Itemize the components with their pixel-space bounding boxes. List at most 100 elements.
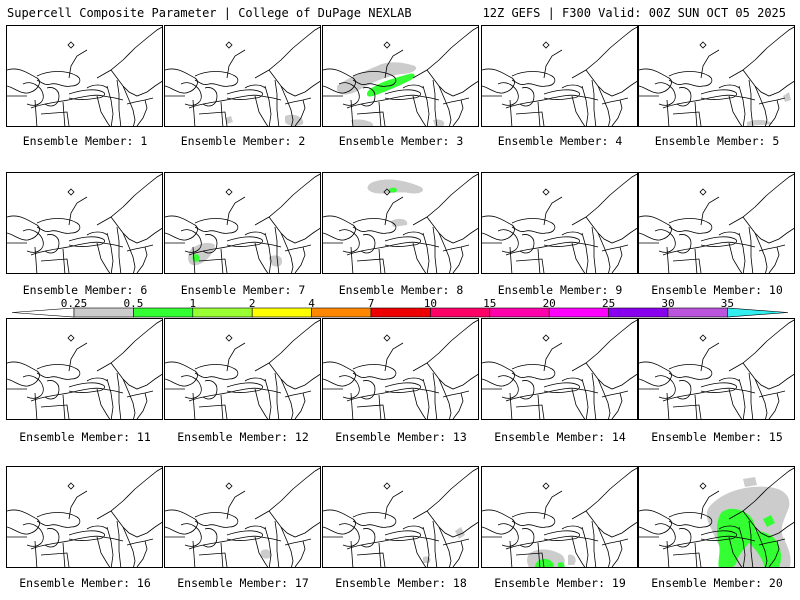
scp-shading-gray <box>260 549 272 559</box>
ensemble-map-panel <box>6 172 163 274</box>
scp-shading-green <box>389 187 397 193</box>
color-scale-swatch <box>548 307 609 318</box>
member-map <box>7 319 162 419</box>
station-marker <box>383 334 391 342</box>
member-caption: Ensemble Member: 17 <box>177 576 309 590</box>
station-marker <box>225 334 233 342</box>
ensemble-map-panel <box>322 25 479 127</box>
station-marker <box>699 334 707 342</box>
member-map <box>639 467 794 567</box>
ensemble-map-panel <box>481 172 638 274</box>
member-map <box>323 173 478 273</box>
scp-shading-gray <box>423 556 431 563</box>
color-scale-tick-label: 7 <box>367 297 375 310</box>
station-marker <box>67 188 75 196</box>
state-boundaries <box>639 173 794 273</box>
color-scale-swatch <box>667 307 728 318</box>
ensemble-map-panel <box>6 25 163 127</box>
member-map <box>482 173 637 273</box>
member-caption: Ensemble Member: 13 <box>335 430 467 444</box>
station-marker <box>383 41 391 49</box>
ensemble-map-panel <box>322 172 479 274</box>
member-map <box>323 319 478 419</box>
scp-shading-gray <box>367 179 424 194</box>
color-scale-tick-label: 1 <box>189 297 197 310</box>
member-caption: Ensemble Member: 19 <box>494 576 626 590</box>
member-map <box>639 26 794 126</box>
member-caption: Ensemble Member: 15 <box>651 430 783 444</box>
member-map <box>639 319 794 419</box>
member-caption: Ensemble Member: 11 <box>19 430 151 444</box>
ensemble-map-panel <box>481 466 638 568</box>
ensemble-map-panel <box>164 318 321 420</box>
member-caption: Ensemble Member: 9 <box>497 283 623 297</box>
member-caption: Ensemble Member: 18 <box>335 576 467 590</box>
color-scale-tick-label: 25 <box>601 297 616 310</box>
member-caption: Ensemble Member: 3 <box>338 134 464 148</box>
ensemble-map-panel <box>481 318 638 420</box>
scp-shading-gray <box>783 92 791 102</box>
scp-shading-green <box>763 515 775 527</box>
station-marker <box>542 482 550 490</box>
member-caption: Ensemble Member: 4 <box>497 134 623 148</box>
color-scale-swatch <box>370 307 431 318</box>
scp-shading-gray <box>747 119 773 126</box>
ensemble-map-panel <box>164 25 321 127</box>
color-scale-tick-label: 10 <box>423 297 438 310</box>
ensemble-map-panel <box>322 466 479 568</box>
color-scale-swatch <box>251 307 312 318</box>
member-caption: Ensemble Member: 14 <box>494 430 626 444</box>
state-boundaries <box>482 467 637 567</box>
color-scale-tick-label: 30 <box>661 297 675 310</box>
station-marker <box>225 482 233 490</box>
state-boundaries <box>323 173 478 273</box>
scp-shading-gray <box>433 119 445 126</box>
color-scale-tick-label: 2 <box>248 297 256 310</box>
scp-shading-gray <box>568 554 576 565</box>
state-boundaries <box>323 26 478 126</box>
state-boundaries <box>165 319 320 419</box>
member-map <box>165 467 320 567</box>
color-scale-tick-label: 35 <box>720 297 735 310</box>
member-caption: Ensemble Member: 20 <box>651 576 783 590</box>
ensemble-map-panel <box>322 318 479 420</box>
station-marker <box>67 41 75 49</box>
member-map <box>323 467 478 567</box>
color-scale-tick-label: 20 <box>542 297 556 310</box>
scp-shading-gray <box>743 477 757 487</box>
color-scale-swatch <box>489 307 550 318</box>
station-marker <box>67 334 75 342</box>
ensemble-map-panel <box>481 25 638 127</box>
member-caption: Ensemble Member: 7 <box>180 283 306 297</box>
station-marker <box>699 41 707 49</box>
station-marker <box>699 188 707 196</box>
scp-shading-gray <box>285 114 304 126</box>
station-marker <box>542 334 550 342</box>
state-boundaries <box>482 319 637 419</box>
state-boundaries <box>165 467 320 567</box>
color-scale-tick-label: 0.5 <box>123 297 144 310</box>
ensemble-map-panel <box>638 318 795 420</box>
station-marker <box>383 188 391 196</box>
color-scale-swatch <box>192 307 253 318</box>
state-boundaries <box>639 467 794 567</box>
member-map <box>165 173 320 273</box>
color-scale-tick-label: 4 <box>308 297 315 310</box>
state-boundaries <box>323 319 478 419</box>
member-caption: Ensemble Member: 6 <box>22 283 148 297</box>
valid-time-label: 12Z GEFS | F300 Valid: 00Z SUN OCT 05 20… <box>482 6 786 20</box>
color-scale-swatch <box>311 307 372 318</box>
ensemble-map-panel <box>164 172 321 274</box>
scp-shading-gray <box>269 255 283 267</box>
scp-shading-gray <box>225 116 233 124</box>
color-scale-swatch <box>608 307 669 318</box>
state-boundaries <box>639 26 794 126</box>
station-marker <box>225 41 233 49</box>
station-marker <box>225 188 233 196</box>
state-boundaries <box>7 173 162 273</box>
member-map <box>639 173 794 273</box>
scp-shading-green <box>366 73 415 97</box>
member-caption: Ensemble Member: 12 <box>177 430 309 444</box>
member-map <box>482 467 637 567</box>
state-boundaries <box>639 319 794 419</box>
